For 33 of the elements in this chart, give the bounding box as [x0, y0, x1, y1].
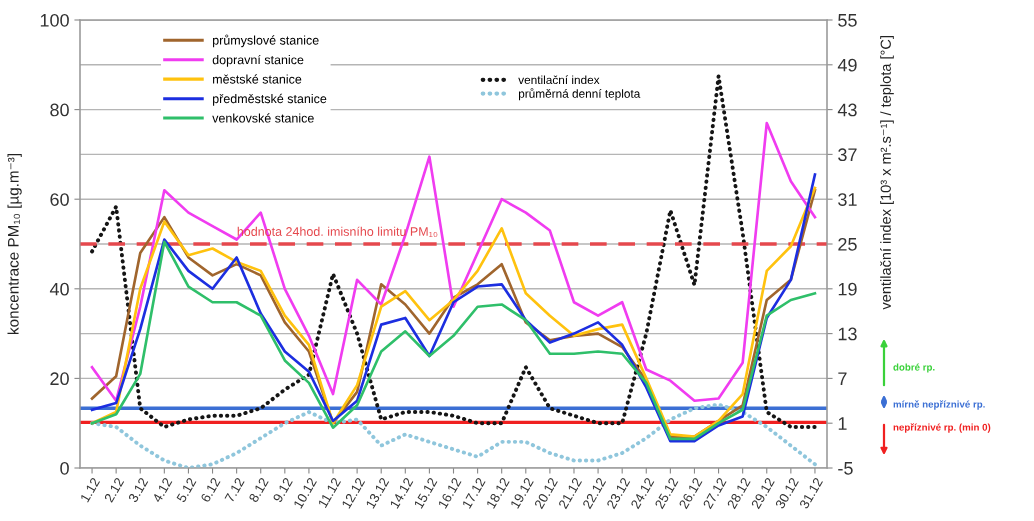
y-tick-label: 60 [50, 193, 69, 206]
text: nepříznivé rp. (min 0) [893, 423, 991, 433]
legend-label: ventilační index [518, 75, 600, 85]
y2-tick-label: 1 [838, 417, 847, 430]
legend-label: průmyslové stanice [213, 34, 319, 48]
y-tick-label: 0 [60, 461, 69, 475]
y2-tick-label: -5 [838, 462, 853, 475]
legend-label: dopravní stanice [212, 54, 304, 67]
y-axis-title: koncentrace PM₁₀ [µg.m⁻³] [7, 154, 22, 334]
y2-tick-label: 43 [837, 103, 857, 117]
y2-tick-label: 31 [838, 193, 857, 206]
legend-label: předměstské stanice [213, 93, 327, 106]
text: dobré rp. [893, 363, 935, 373]
line-series [90, 121, 817, 403]
legend-label: průměrná denní teplota [518, 88, 641, 101]
y2-tick-label: 7 [838, 372, 847, 385]
y-tick-label: 80 [50, 103, 69, 117]
y2-tick-label: 25 [838, 237, 857, 251]
legend-label: městské stanice [213, 74, 302, 84]
y-tick-label: 100 [40, 13, 69, 27]
y-tick-label: 40 [49, 282, 69, 296]
legend-label: venkovské stanice [212, 113, 314, 123]
y-tick-label: 20 [50, 372, 69, 386]
y2-tick-label: 13 [838, 327, 857, 341]
line-series [90, 240, 817, 441]
line-series [90, 74, 817, 429]
y2-axis-title: ventilační index [10³ x m².s⁻¹] / teplota [°C] [880, 36, 894, 310]
y2-tick-label: 37 [838, 148, 857, 162]
y2-tick-label: 49 [837, 58, 857, 72]
text: mírně nepříznivé rp. [893, 400, 985, 410]
line-series [90, 402, 817, 468]
y2-tick-label: 55 [838, 14, 857, 27]
y2-tick-label: 19 [838, 282, 857, 296]
